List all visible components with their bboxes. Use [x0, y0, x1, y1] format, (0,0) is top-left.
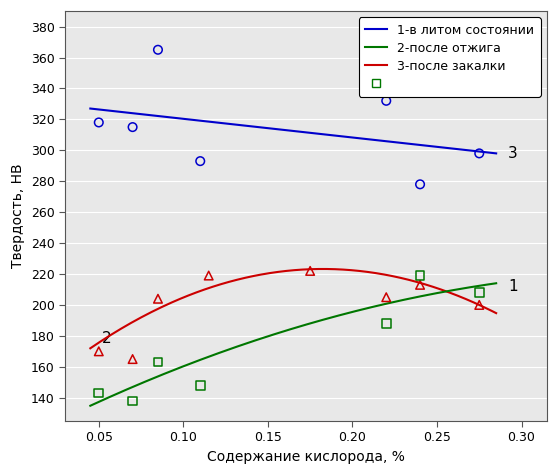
X-axis label: Содержание кислорода, %: Содержание кислорода, %: [207, 450, 405, 464]
Text: 3: 3: [508, 146, 518, 161]
Point: [94, 390, 103, 397]
Point: [196, 381, 205, 389]
Point: [153, 46, 162, 54]
Point: [153, 295, 162, 303]
Point: [128, 355, 137, 363]
Point: [416, 180, 425, 188]
Point: [94, 348, 103, 355]
Point: [416, 272, 425, 279]
Point: [475, 150, 484, 157]
Point: [204, 272, 213, 279]
Point: [382, 320, 391, 327]
Point: [128, 397, 137, 405]
Point: [475, 289, 484, 296]
Legend: 1-в литом состоянии, 2-после отжига, 3-после закалки, : 1-в литом состоянии, 2-после отжига, 3-п…: [359, 18, 541, 97]
Point: [128, 124, 137, 131]
Point: [94, 119, 103, 126]
Point: [306, 267, 315, 275]
Text: 2: 2: [102, 332, 112, 346]
Y-axis label: Твердость, НВ: Твердость, НВ: [11, 164, 25, 268]
Point: [196, 157, 205, 165]
Point: [475, 301, 484, 309]
Point: [382, 97, 391, 104]
Point: [416, 281, 425, 289]
Point: [153, 358, 162, 366]
Point: [382, 294, 391, 301]
Text: 1: 1: [508, 279, 518, 294]
